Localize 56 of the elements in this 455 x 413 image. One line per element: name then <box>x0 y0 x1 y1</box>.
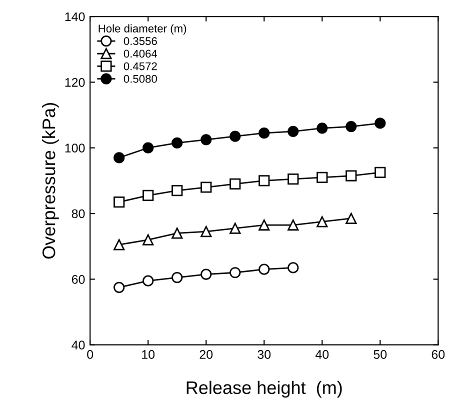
legend-label: 0.4572 <box>124 62 157 70</box>
point <box>346 212 357 224</box>
x-tick-label: 20 <box>200 350 213 359</box>
point <box>142 234 154 246</box>
legend-label: 0.4064 <box>124 50 158 58</box>
legend-label: 0.3556 <box>124 37 157 46</box>
y-tick-label: 80 <box>72 209 85 218</box>
point <box>142 190 154 202</box>
point <box>200 134 212 146</box>
point <box>200 268 212 280</box>
point <box>142 142 154 154</box>
point <box>230 178 241 190</box>
x-tick-label: 60 <box>432 350 445 359</box>
point <box>316 122 328 134</box>
point <box>172 272 183 284</box>
point <box>316 172 328 183</box>
y-tick-label: 100 <box>65 144 85 153</box>
point <box>114 282 125 293</box>
x-tick-label: 40 <box>315 350 329 359</box>
x-tick-label: 0 <box>87 350 94 359</box>
point <box>142 275 154 286</box>
point <box>230 130 241 142</box>
x-tick-label: 50 <box>374 350 387 359</box>
point <box>288 219 299 231</box>
point <box>316 216 328 228</box>
point <box>230 267 241 278</box>
y-tick-label: 60 <box>72 274 85 284</box>
y-tick-label: 40 <box>72 340 85 350</box>
point <box>374 166 386 178</box>
x-axis-title: Release height (m) <box>186 380 342 398</box>
point <box>172 184 183 196</box>
legend-title: Hole diameter (m) <box>98 24 186 35</box>
point <box>288 126 299 137</box>
point <box>172 228 183 239</box>
point <box>230 222 241 234</box>
point <box>172 137 183 148</box>
point <box>114 239 125 250</box>
point <box>288 173 299 185</box>
point <box>346 120 357 132</box>
legend-label: 0.5080 <box>124 74 157 83</box>
point <box>258 128 270 139</box>
point <box>114 196 125 208</box>
point <box>258 264 270 275</box>
point <box>200 182 212 193</box>
point <box>258 175 270 186</box>
point <box>200 226 212 238</box>
x-tick-label: 10 <box>142 350 155 359</box>
y-tick-label: 120 <box>65 78 85 87</box>
y-tick-label: 140 <box>65 12 85 22</box>
point <box>374 118 386 129</box>
y-axis-title: Overpressure (kPa) <box>42 103 59 259</box>
point <box>346 170 357 182</box>
point <box>288 262 299 274</box>
point <box>114 152 125 164</box>
point <box>258 219 270 231</box>
x-tick-label: 30 <box>258 350 271 359</box>
